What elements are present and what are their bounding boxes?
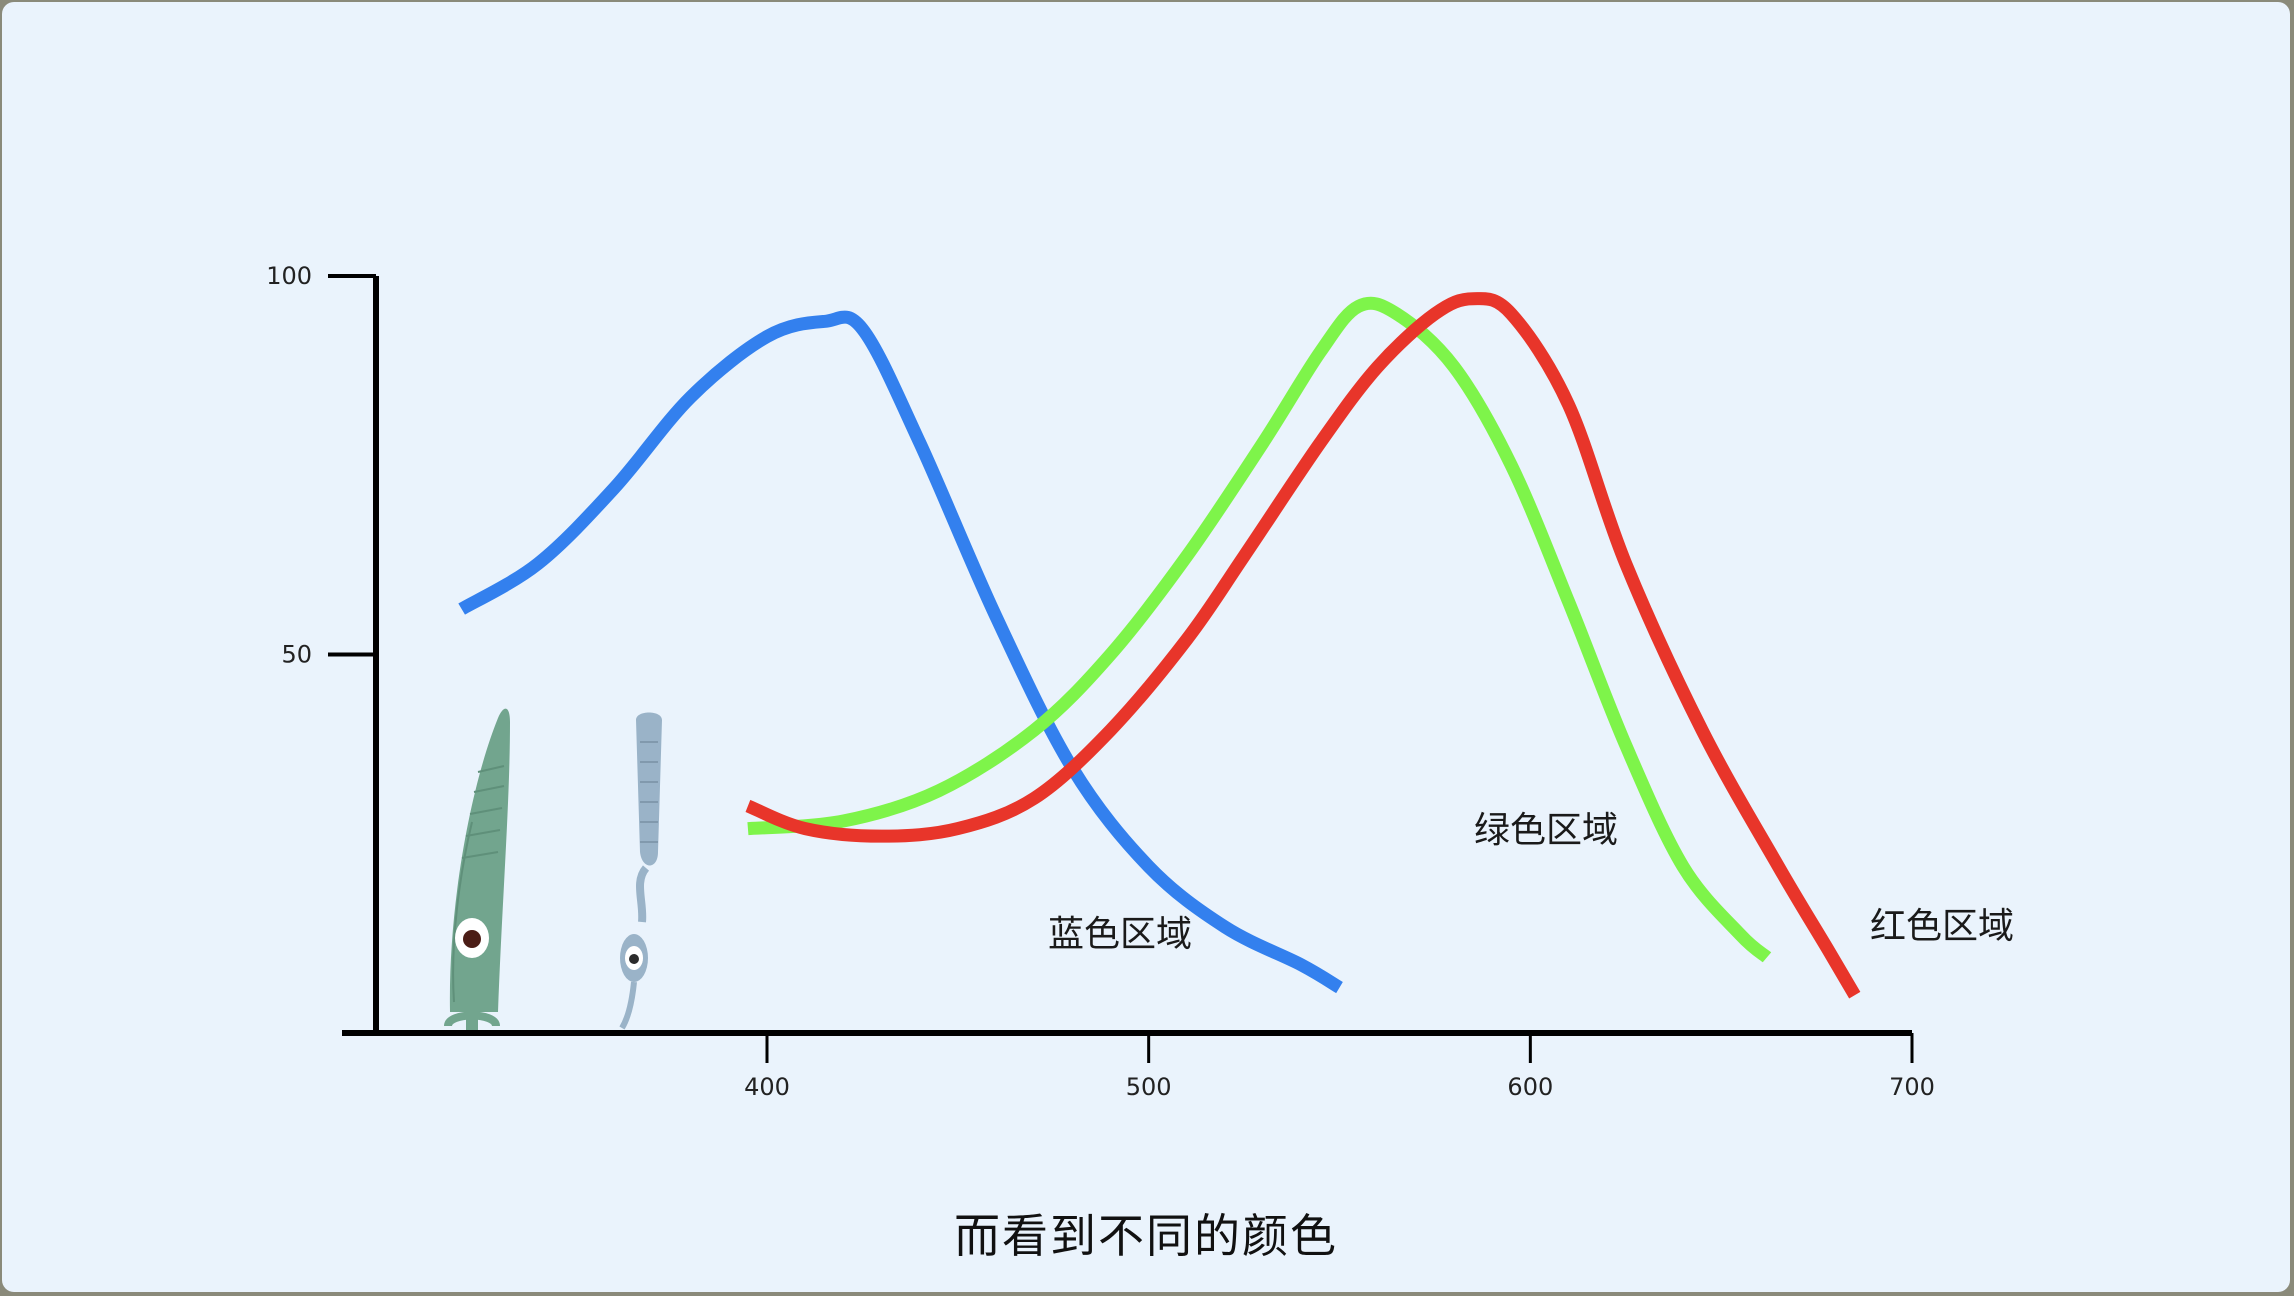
green-region-label: 绿色区域	[1474, 810, 1618, 851]
x-tick-label: 700	[1889, 1073, 1935, 1101]
rod-cell-illustration	[619, 712, 662, 1030]
red-region-curve	[745, 292, 1861, 999]
subtitle-caption: 而看到不同的颜色	[954, 1209, 1338, 1263]
y-tick-label: 50	[281, 641, 312, 669]
blue-region-label: 蓝色区域	[1048, 914, 1192, 955]
x-tick-label: 400	[744, 1073, 790, 1101]
x-tick-label: 600	[1507, 1073, 1553, 1101]
y-tick-label: 100	[266, 262, 312, 290]
photoreceptor-illustrations	[444, 708, 662, 1030]
chart-ticks: 50 100 400 500 600 700	[266, 262, 1935, 1101]
green-region-curve	[747, 296, 1772, 963]
cone-cell-illustration	[444, 708, 510, 1030]
blue-region-curve	[458, 310, 1343, 994]
x-tick-label: 500	[1126, 1073, 1172, 1101]
chart-series	[458, 292, 1861, 999]
red-region-label: 红色区域	[1870, 906, 2014, 947]
